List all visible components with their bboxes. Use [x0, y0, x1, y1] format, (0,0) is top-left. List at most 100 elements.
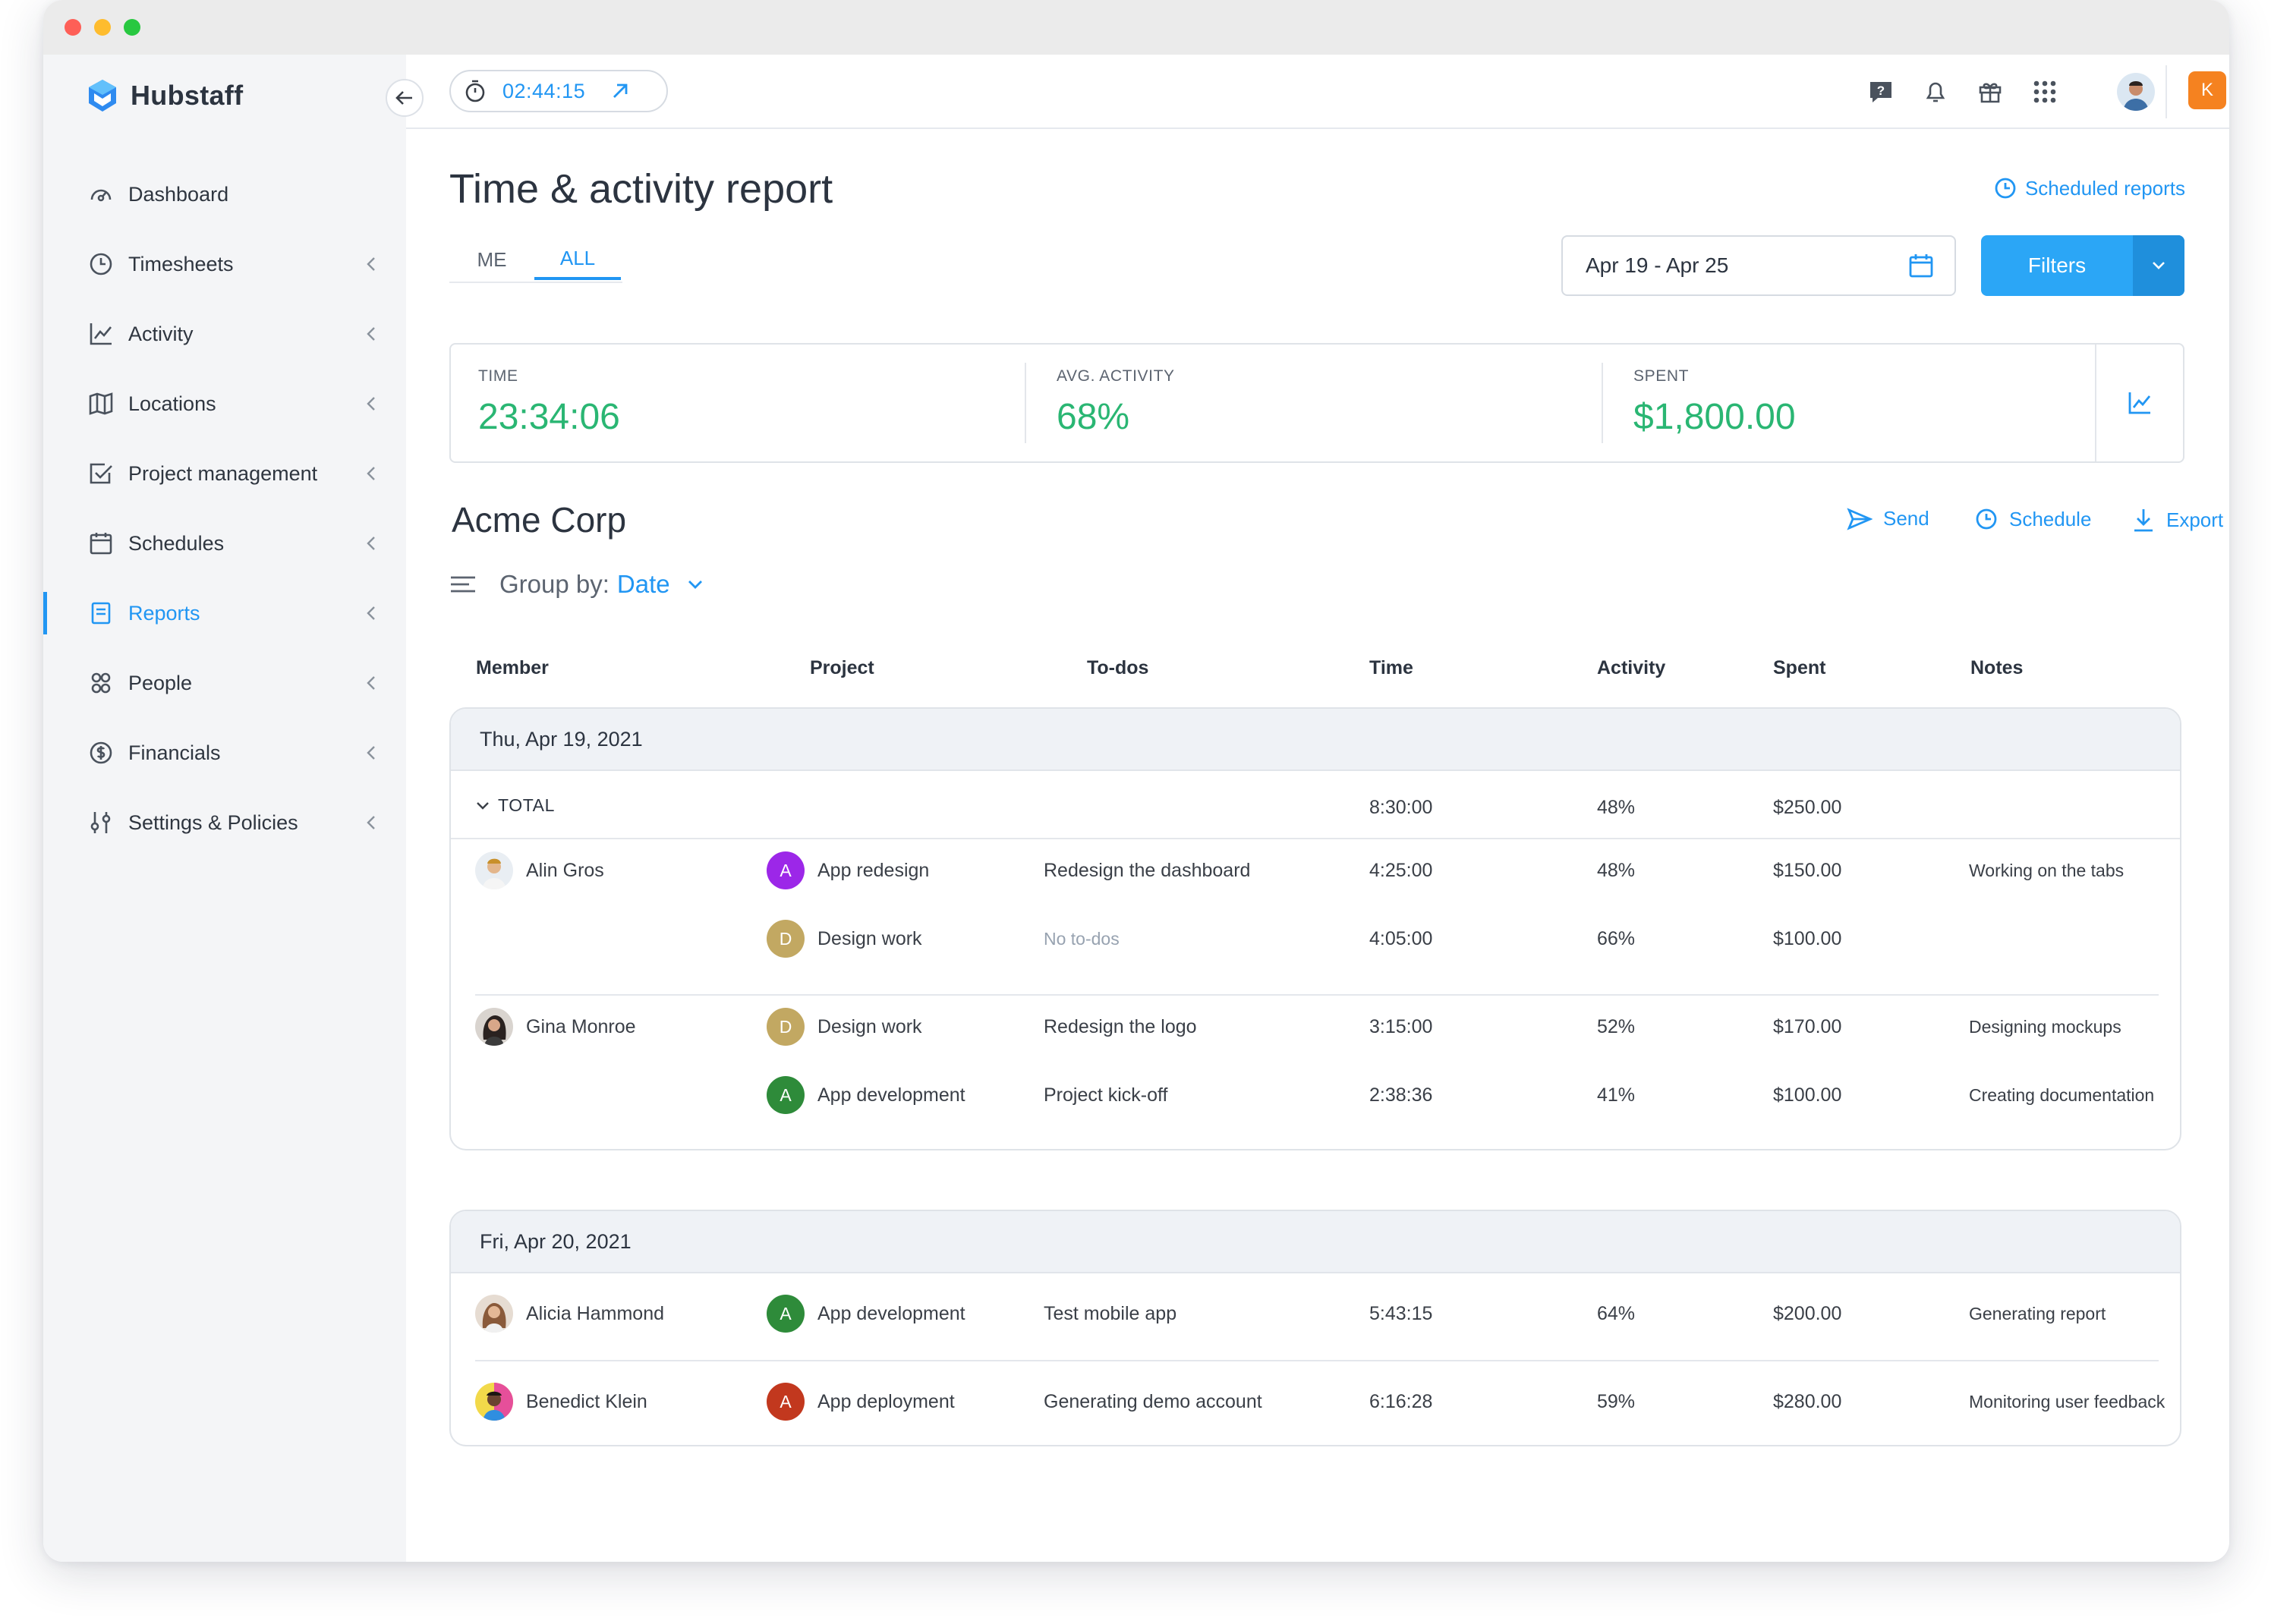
sidebar-item-label: Financials	[128, 741, 221, 764]
filters-dropdown[interactable]	[2133, 235, 2184, 296]
scheduled-reports-link[interactable]: Scheduled reports	[1993, 176, 2185, 200]
todo-name: No to-dos	[1044, 929, 1120, 949]
project-name[interactable]: App development	[817, 1084, 965, 1106]
sidebar-item-people[interactable]: People	[43, 648, 406, 718]
chevron-down-icon	[688, 581, 702, 589]
sidebar-item-settings-policies[interactable]: Settings & Policies	[43, 788, 406, 858]
chevron-left-icon	[367, 746, 375, 760]
calendar-icon	[87, 529, 115, 558]
schedule-button[interactable]: Schedule	[1974, 507, 2091, 531]
sidebar-item-timesheets[interactable]: Timesheets	[43, 229, 406, 299]
sidebar-item-financials[interactable]: Financials	[43, 718, 406, 788]
stat-activity: AVG. ACTIVITY 68%	[1029, 345, 1606, 461]
total-row-toggle[interactable]: TOTAL	[475, 795, 555, 816]
todo-name[interactable]: Project kick-off	[1044, 1084, 1168, 1106]
column-header-todos[interactable]: To-dos	[1087, 657, 1149, 678]
tab-all[interactable]: ALL	[534, 239, 621, 280]
filters-button[interactable]: Filters	[1981, 235, 2184, 296]
project-badge: A	[767, 1383, 805, 1421]
help-icon[interactable]: ?	[1862, 73, 1900, 111]
member-name[interactable]: Alicia Hammond	[526, 1303, 665, 1324]
apps-grid-icon[interactable]	[2026, 73, 2064, 111]
member-avatar	[475, 1295, 513, 1333]
sidebar-item-label: Locations	[128, 392, 216, 415]
day-group-header: Fri, Apr 20, 2021	[451, 1211, 2180, 1273]
stat-time: TIME 23:34:06	[451, 345, 1028, 461]
member-avatar	[475, 1008, 513, 1046]
member-name[interactable]: Gina Monroe	[526, 1016, 636, 1037]
sidebar-item-schedules[interactable]: Schedules	[43, 508, 406, 578]
sidebar-item-label: Reports	[128, 601, 200, 625]
project-name[interactable]: App development	[817, 1303, 965, 1324]
sidebar-item-locations[interactable]: Locations	[43, 369, 406, 439]
minimize-window-button[interactable]	[94, 19, 111, 36]
row-spent: $170.00	[1773, 1016, 1842, 1037]
project-badge: A	[767, 851, 805, 889]
gift-icon[interactable]	[1971, 73, 2009, 111]
sidebar-item-label: Project management	[128, 461, 318, 485]
sidebar-item-dashboard[interactable]: Dashboard	[43, 159, 406, 229]
total-time: 8:30:00	[1369, 797, 1433, 818]
group-by-value: Date	[616, 570, 670, 598]
project-name[interactable]: Design work	[817, 928, 922, 949]
project-badge: D	[767, 920, 805, 958]
row-time: 4:05:00	[1369, 928, 1433, 949]
app-logo[interactable]: Hubstaff	[85, 74, 243, 117]
member-name[interactable]: Alin Gros	[526, 860, 604, 881]
project-name[interactable]: App redesign	[817, 860, 930, 881]
workspace-avatar[interactable]: K	[2188, 71, 2226, 109]
column-header-time[interactable]: Time	[1369, 657, 1413, 678]
date-range-picker[interactable]: Apr 19 - Apr 25	[1561, 235, 1956, 296]
row-time: 4:25:00	[1369, 860, 1433, 881]
day-group-header: Thu, Apr 19, 2021	[451, 709, 2180, 771]
chart-toggle-button[interactable]	[2095, 345, 2183, 461]
collapse-sidebar-button[interactable]	[386, 79, 424, 117]
report-icon	[87, 599, 115, 628]
column-header-project[interactable]: Project	[810, 657, 874, 678]
sidebar-item-project-management[interactable]: Project management	[43, 439, 406, 508]
project-name[interactable]: Design work	[817, 1016, 922, 1037]
column-header-notes[interactable]: Notes	[1970, 657, 2024, 678]
todo-name[interactable]: Redesign the logo	[1044, 1016, 1197, 1037]
row-spent: $150.00	[1773, 860, 1842, 881]
column-header-member[interactable]: Member	[476, 657, 549, 678]
send-icon	[1847, 507, 1873, 530]
bell-icon[interactable]	[1917, 73, 1954, 111]
timer-widget[interactable]: 02:44:15	[449, 70, 668, 112]
day-group-card: Fri, Apr 20, 2021 Alicia Hammond A App d…	[449, 1210, 2181, 1446]
dollar-icon	[87, 738, 115, 767]
send-button[interactable]: Send	[1847, 507, 1929, 530]
clock-icon	[1976, 508, 1997, 530]
day-group-card: Thu, Apr 19, 2021 TOTAL 8:30:00 48% $250…	[449, 707, 2181, 1150]
row-activity: 66%	[1597, 928, 1636, 949]
close-window-button[interactable]	[65, 19, 81, 36]
chevron-down-icon	[477, 801, 489, 810]
maximize-window-button[interactable]	[124, 19, 140, 36]
user-avatar[interactable]	[2117, 73, 2155, 111]
project-name[interactable]: App deployment	[817, 1391, 955, 1412]
chevron-left-icon	[367, 257, 375, 271]
todo-name[interactable]: Test mobile app	[1044, 1303, 1177, 1324]
todo-name[interactable]: Generating demo account	[1044, 1391, 1262, 1412]
filters-label: Filters	[2027, 253, 2087, 277]
row-activity: 59%	[1597, 1391, 1636, 1412]
column-header-activity[interactable]: Activity	[1597, 657, 1666, 678]
member-name[interactable]: Benedict Klein	[526, 1391, 647, 1412]
sidebar-item-reports[interactable]: Reports	[43, 578, 406, 648]
member-avatar	[475, 851, 513, 889]
sidebar-item-activity[interactable]: Activity	[43, 299, 406, 369]
open-external-icon[interactable]	[611, 82, 629, 100]
group-by-selector[interactable]: Group by: Date	[449, 566, 704, 603]
row-time: 2:38:36	[1369, 1084, 1433, 1106]
row-spent: $280.00	[1773, 1391, 1842, 1412]
row-activity: 48%	[1597, 860, 1636, 881]
timer-value: 02:44:15	[502, 79, 586, 102]
todo-name[interactable]: Redesign the dashboard	[1044, 860, 1251, 881]
chevron-left-icon	[367, 816, 375, 829]
column-header-spent[interactable]: Spent	[1773, 657, 1826, 678]
tab-me[interactable]: ME	[477, 247, 507, 271]
schedule-label: Schedule	[2009, 507, 2092, 530]
row-notes: Designing mockups	[1969, 1017, 2121, 1037]
export-button[interactable]: Export	[2131, 507, 2223, 533]
total-spent: $250.00	[1773, 797, 1842, 818]
